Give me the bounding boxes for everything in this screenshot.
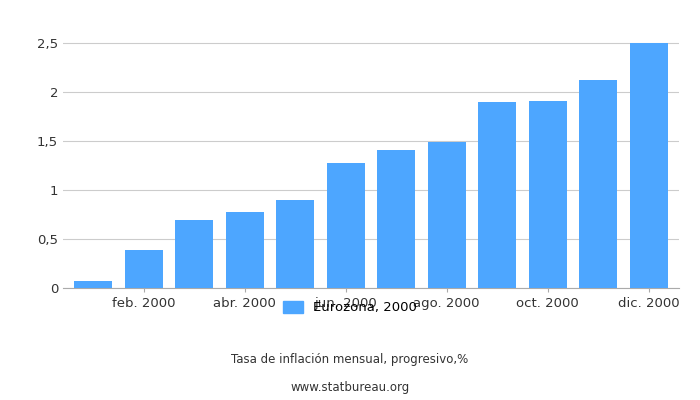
Bar — [478, 102, 516, 288]
Bar — [528, 101, 567, 288]
Legend: Eurozona, 2000: Eurozona, 2000 — [278, 296, 422, 320]
Bar — [226, 212, 264, 288]
Bar — [580, 80, 617, 288]
Bar — [175, 220, 214, 288]
Bar — [630, 43, 668, 288]
Bar — [428, 142, 466, 288]
Text: www.statbureau.org: www.statbureau.org — [290, 382, 410, 394]
Bar — [327, 163, 365, 288]
Bar — [377, 150, 415, 288]
Bar — [276, 200, 314, 288]
Bar — [125, 250, 162, 288]
Text: Tasa de inflación mensual, progresivo,%: Tasa de inflación mensual, progresivo,% — [232, 354, 468, 366]
Bar — [74, 281, 112, 288]
